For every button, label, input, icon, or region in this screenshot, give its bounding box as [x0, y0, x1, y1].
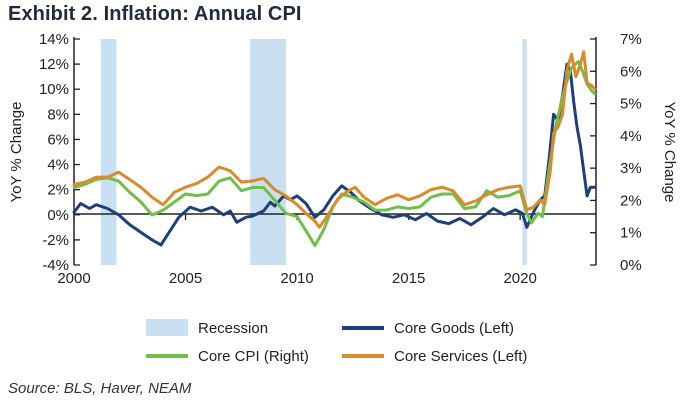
left-tick-label: 0%	[47, 207, 69, 224]
legend-recession-swatch	[146, 319, 188, 336]
series-line-core-goods	[72, 62, 597, 247]
legend-core-goods-label: Core Goods (Left)	[394, 320, 514, 337]
legend-core-cpi-label: Core CPI (Right)	[198, 348, 309, 365]
legend-recession-label: Recession	[198, 320, 268, 337]
left-tick-label: 8%	[47, 106, 69, 123]
x-tick-label: 2015	[392, 270, 425, 287]
right-tick-label: 5%	[620, 96, 642, 113]
left-tick-label: 2%	[47, 182, 69, 199]
x-tick-label: 2010	[280, 270, 313, 287]
right-tick-label: 6%	[620, 63, 642, 80]
recession-band-1	[100, 39, 117, 265]
right-axis-title: YoY % Change	[661, 102, 678, 203]
left-axis-title: YoY % Change	[8, 102, 25, 203]
series-line-core-services	[72, 50, 597, 229]
right-tick-label: 7%	[620, 31, 642, 48]
right-tick-label: 2%	[620, 192, 642, 209]
recession-band-3	[522, 39, 527, 265]
recession-band-2	[250, 39, 286, 265]
x-tick-label: 2020	[503, 270, 536, 287]
left-tick-label: -2%	[42, 232, 69, 249]
right-tick-label: 4%	[620, 128, 642, 145]
right-tick-label: 0%	[620, 257, 642, 274]
x-tick-label: 2005	[169, 270, 202, 287]
right-tick-label: 3%	[620, 160, 642, 177]
source-note: Source: BLS, Haver, NEAM	[8, 380, 192, 397]
left-tick-label: -4%	[42, 257, 69, 274]
left-tick-label: 4%	[47, 157, 69, 174]
left-tick-label: 6%	[47, 131, 69, 148]
x-tick-label: 2000	[57, 270, 90, 287]
series-line-core-cpi	[72, 60, 597, 248]
left-tick-label: 14%	[39, 31, 69, 48]
chart-title: Exhibit 2. Inflation: Annual CPI	[8, 3, 302, 25]
right-tick-label: 1%	[620, 225, 642, 242]
left-tick-label: 12%	[39, 56, 69, 73]
left-tick-label: 10%	[39, 81, 69, 98]
legend-core-services-label: Core Services (Left)	[394, 348, 527, 365]
